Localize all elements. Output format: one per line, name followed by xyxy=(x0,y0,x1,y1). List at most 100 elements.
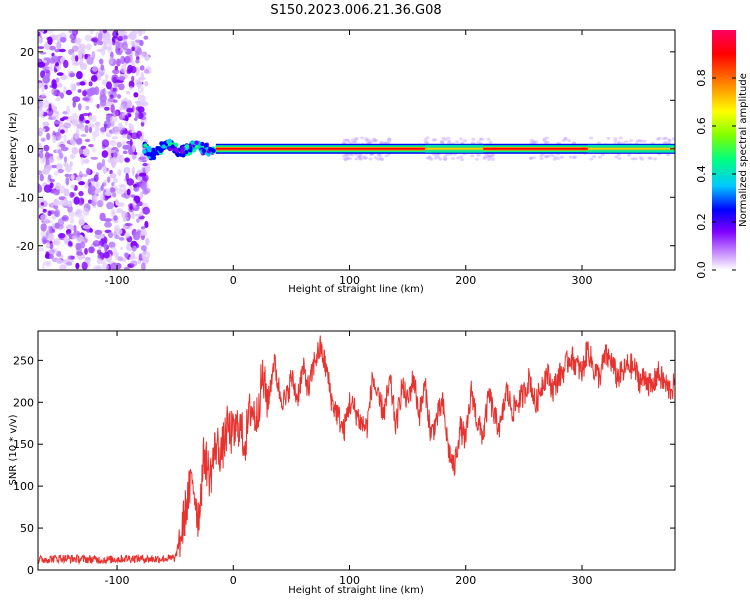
spectrogram-noise-cell xyxy=(123,35,128,40)
spectrogram-noise-cell xyxy=(131,245,137,252)
spectrogram-noise-cell xyxy=(136,218,140,223)
spectrogram-halo-cell xyxy=(364,137,369,141)
spectrogram-noise-cell xyxy=(116,141,122,148)
spectrogram-noise-cell xyxy=(124,114,128,121)
spectrogram-noise-cell xyxy=(94,125,100,132)
spectrogram-noise-cell xyxy=(113,99,118,103)
spectrogram-noise-cell xyxy=(96,258,103,265)
spectrogram-noise-cell xyxy=(128,123,133,127)
spectrogram-halo-cell xyxy=(350,138,355,142)
spectrogram-noise-cell xyxy=(134,100,141,105)
spectrogram-noise-cell xyxy=(139,65,145,71)
spectrogram-noise-cell xyxy=(134,110,139,120)
spectrogram-noise-cell xyxy=(144,54,150,62)
spectrogram-noise-cell xyxy=(87,123,95,129)
spectrogram-noise-cell xyxy=(102,165,107,174)
spectrogram-carrier-cell xyxy=(194,140,199,145)
spectrogram-noise-cell xyxy=(72,96,81,103)
spectrogram-noise-cell xyxy=(56,72,64,76)
spectrogram-halo-cell xyxy=(663,136,668,140)
spectrogram-noise-cell xyxy=(84,34,93,42)
spectrogram-halo-cell xyxy=(354,137,359,141)
colorbar-tick-label: 0.6 xyxy=(695,117,708,135)
spectrogram-noise-cell xyxy=(59,141,65,145)
spectrogram-noise-cell xyxy=(116,50,123,56)
spectrogram-noise-cell xyxy=(108,56,114,65)
spectrogram-ytick-label: 10 xyxy=(20,94,34,107)
spectrogram-noise-cell xyxy=(144,80,149,87)
spectrogram-noise-cell xyxy=(109,169,113,175)
spectrogram-halo-cell xyxy=(446,136,451,140)
spectrogram-noise-cell xyxy=(116,94,122,99)
spectrogram-noise-cell xyxy=(118,83,125,91)
spectrogram-ytick-label: -20 xyxy=(16,240,34,253)
spectrogram-noise-cell xyxy=(131,61,135,68)
spectrogram-noise-cell xyxy=(99,235,105,239)
spectrogram-noise-cell xyxy=(91,130,100,138)
spectrogram-noise-cell xyxy=(106,176,111,183)
spectrogram-noise-cell xyxy=(101,262,109,270)
spectrogram-carrier-cell xyxy=(200,141,205,147)
spectrogram-noise-cell xyxy=(38,108,44,118)
spectrogram-noise-cell xyxy=(135,59,140,64)
spectrogram-noise-cell xyxy=(41,236,48,244)
spectrogram-noise-cell xyxy=(83,95,91,102)
spectrogram-halo-cell xyxy=(573,155,577,159)
spectrogram-noise-cell xyxy=(120,210,128,219)
spectrogram-noise-cell xyxy=(124,157,130,163)
spectrogram-halo-cell xyxy=(598,155,602,159)
spectrogram-halo-cell xyxy=(614,155,619,159)
spectrogram-noise-cell xyxy=(130,194,136,198)
spectrogram-noise-cell xyxy=(80,156,85,166)
snr-xtick-label: 0 xyxy=(230,574,237,587)
spectrogram-noise-cell xyxy=(86,56,94,65)
spectrogram-noise-cell xyxy=(115,228,123,235)
colorbar-label: Normalized spectral amplitude xyxy=(738,73,749,227)
spectrogram-halo-cell xyxy=(589,157,594,161)
spectrogram-noise-cell xyxy=(76,82,81,86)
snr-ytick-label: 250 xyxy=(13,354,34,367)
spectrogram-noise-cell xyxy=(69,217,75,224)
spectrogram-noise-cell xyxy=(71,52,75,58)
colorbar-tick-label: 0.8 xyxy=(695,69,708,87)
spectrogram-noise-cell xyxy=(39,51,47,55)
spectrogram-halo-cell xyxy=(563,137,568,141)
spectrogram-noise-cell xyxy=(75,242,82,251)
spectrogram-noise-cell xyxy=(131,211,135,220)
spectrogram-halo-cell xyxy=(629,139,634,143)
spectrogram-noise-cell xyxy=(77,49,86,55)
spectrogram-halo-cell xyxy=(475,157,479,161)
spectrogram-noise-cell xyxy=(41,84,45,93)
spectrogram-noise-cell xyxy=(103,179,108,187)
spectrogram-noise-cell xyxy=(88,115,93,121)
spectrogram-halo-cell xyxy=(376,153,381,157)
spectrogram-halo-cell xyxy=(456,156,460,160)
spectrogram-noise-cell xyxy=(88,144,94,148)
snr-xtick-label: 200 xyxy=(455,574,476,587)
spectrogram-noise-cell xyxy=(139,39,144,47)
spectrogram-noise-cell xyxy=(55,77,60,83)
spectrogram-noise-cell xyxy=(140,182,147,190)
spectrogram-noise-cell xyxy=(127,34,131,39)
spectrogram-noise-cell xyxy=(68,255,72,260)
spectrogram-noise-cell xyxy=(118,76,126,81)
spectrogram-halo-cell xyxy=(360,136,364,140)
spectrogram-noise-cell xyxy=(76,251,84,256)
spectrogram-noise-cell xyxy=(63,156,68,163)
spectrogram-carrier-cell xyxy=(188,148,193,153)
spectrogram-noise-cell xyxy=(96,40,104,46)
spectrogram-noise-cell xyxy=(110,149,116,154)
spectrogram-noise-cell xyxy=(39,173,44,182)
spectrogram-noise-cell xyxy=(143,256,149,263)
spectrogram-halo-cell xyxy=(550,154,555,158)
spectrogram-noise-cell xyxy=(85,105,90,110)
spectrogram-noise-cell xyxy=(128,32,137,41)
spectrogram-noise-cell xyxy=(143,35,149,40)
spectrogram-halo-cell xyxy=(666,153,671,157)
spectrogram-noise-cell xyxy=(107,46,111,53)
spectrogram-noise-cell xyxy=(129,65,137,74)
spectrogram-noise-cell xyxy=(133,151,138,156)
spectrogram-noise-cell xyxy=(103,252,110,259)
spectrogram-noise-cell xyxy=(103,218,112,222)
